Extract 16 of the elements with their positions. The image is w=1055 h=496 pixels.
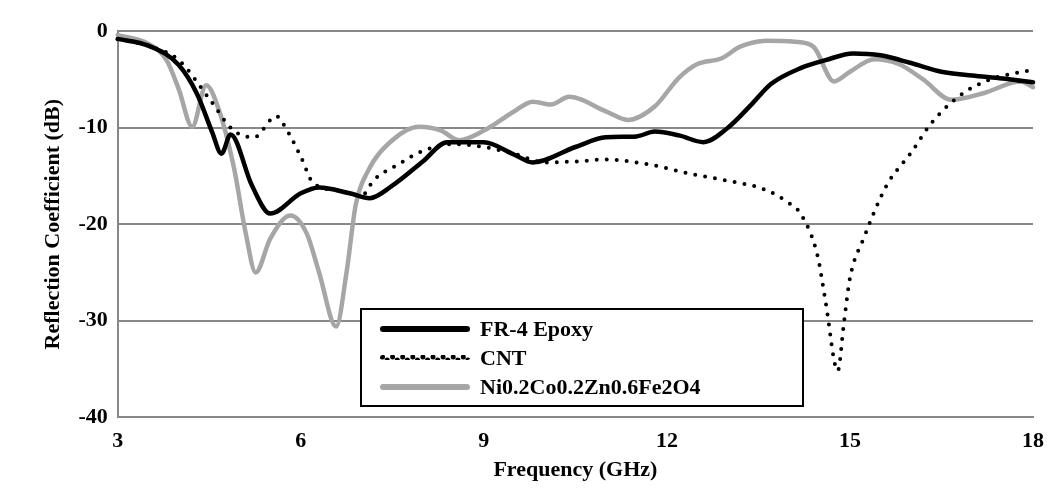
x-tick-label: 15 [838, 427, 861, 453]
x-tick-label: 6 [295, 427, 307, 453]
x-tick-label: 3 [112, 427, 124, 453]
legend-label: CNT [480, 344, 527, 371]
x-tick-label: 9 [478, 427, 490, 453]
y-tick-label: -40 [78, 402, 108, 428]
y-tick-label: -30 [78, 306, 108, 332]
y-tick-label: -20 [78, 209, 108, 235]
legend-label: Ni0.2Co0.2Zn0.6Fe2O4 [480, 373, 701, 400]
legend-label: FR-4 Epoxy [480, 315, 594, 342]
x-tick-label: 12 [655, 427, 678, 453]
y-axis-title: Reflection Coefficient (dB) [38, 98, 64, 350]
x-tick-label: 18 [1022, 427, 1044, 453]
y-tick-label: 0 [96, 16, 108, 42]
y-tick-label: -10 [78, 113, 108, 139]
x-axis-title: Frequency (GHz) [493, 456, 658, 482]
